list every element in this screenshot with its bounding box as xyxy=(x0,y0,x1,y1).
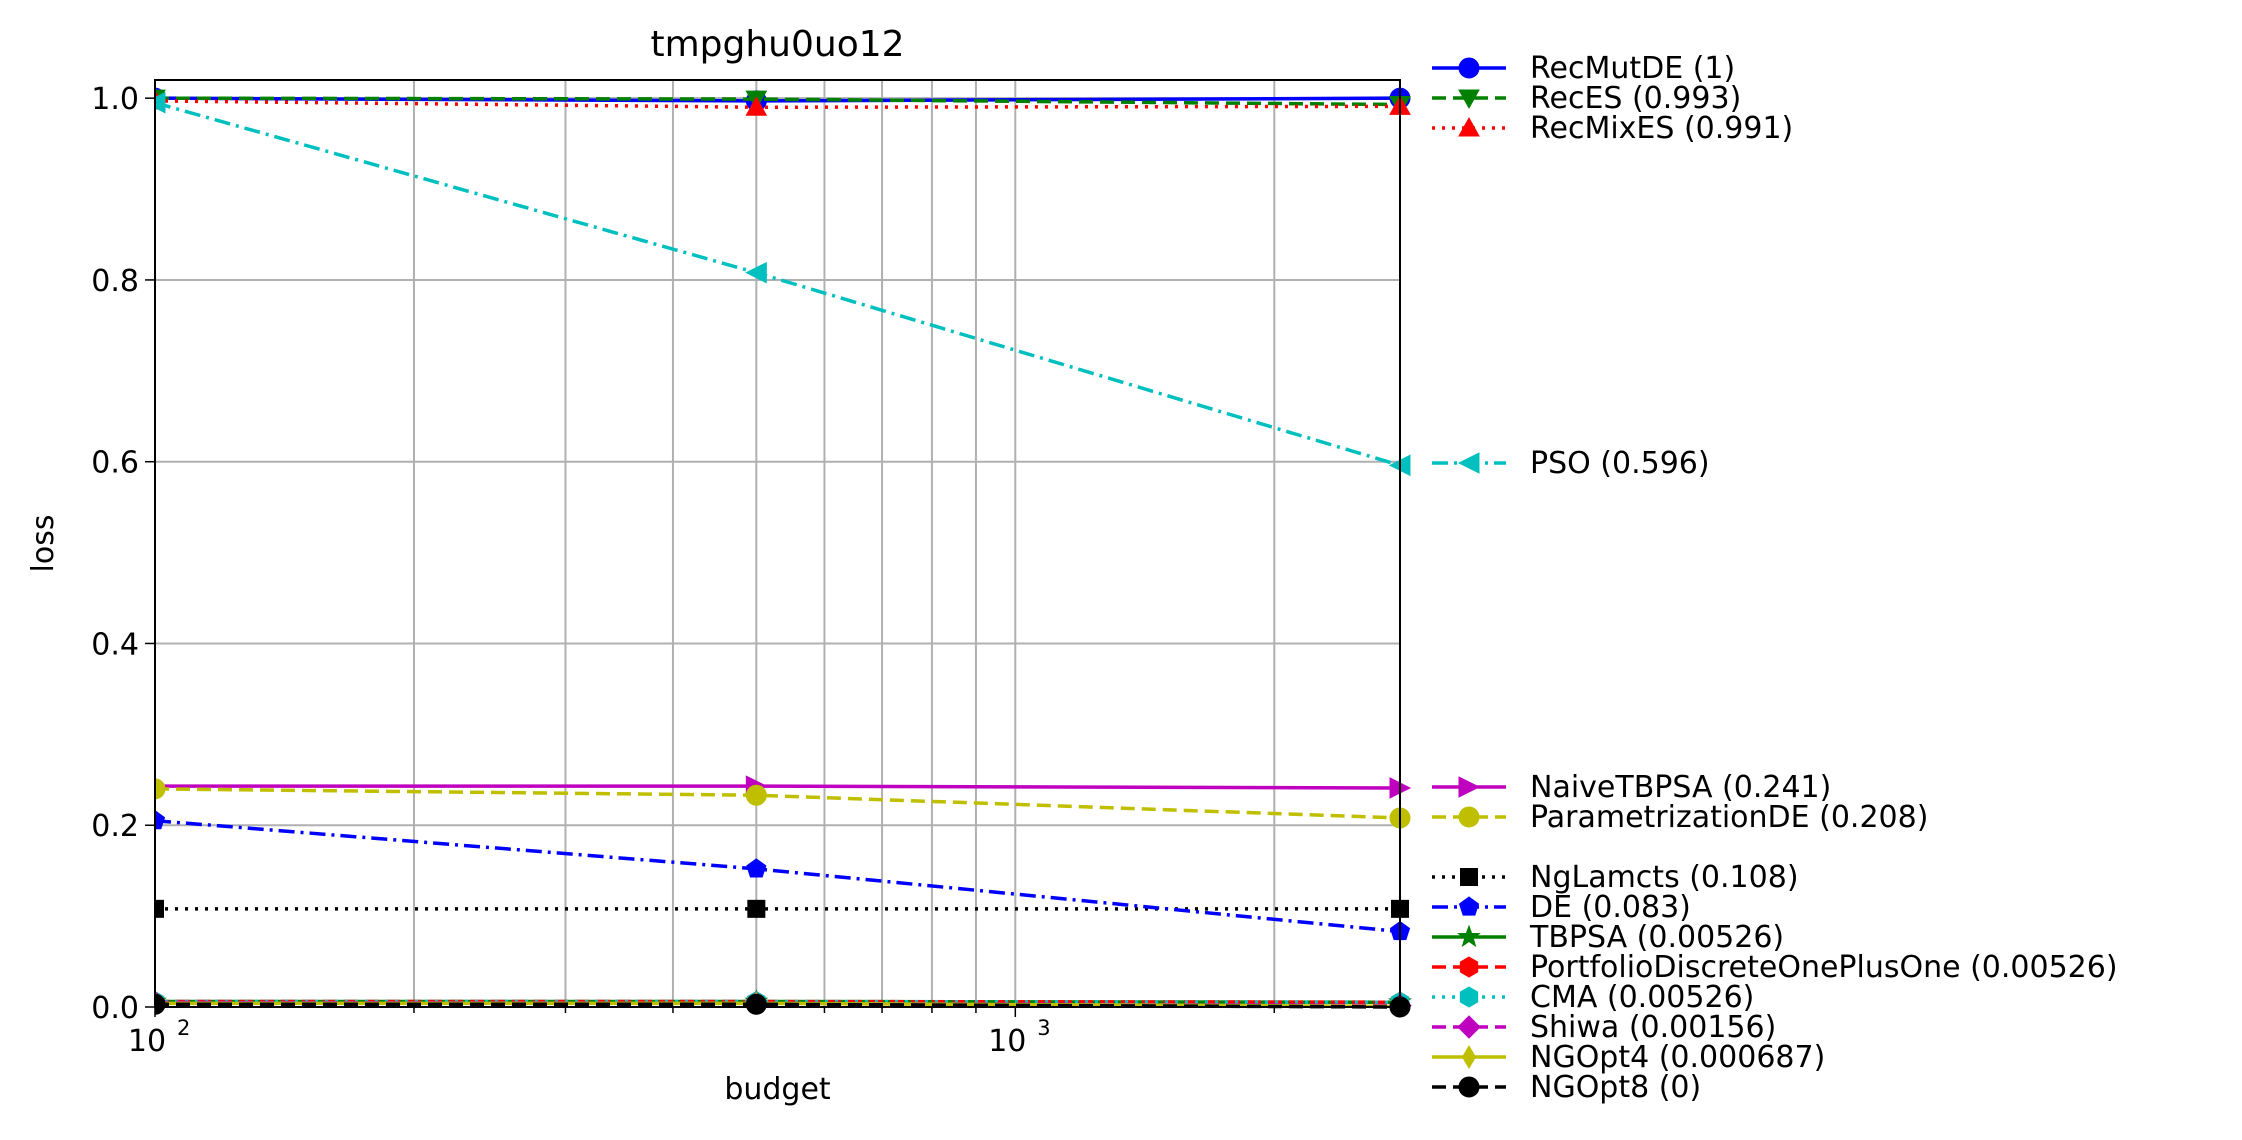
data-point xyxy=(1458,116,1480,137)
data-point xyxy=(1459,956,1479,978)
grid xyxy=(154,80,1400,1008)
plot-frame xyxy=(154,79,1401,1008)
legend-item-3: PSO (0.596) xyxy=(1432,446,1710,481)
legend-label: RecES (0.993) xyxy=(1530,81,1741,116)
legend-item-9: PortfolioDiscreteOnePlusOne (0.00526) xyxy=(1432,950,2118,985)
data-point xyxy=(155,899,164,918)
x-tick-label: 10 xyxy=(988,1024,1026,1059)
y-tick-label: 0.4 xyxy=(91,627,139,662)
series-6 xyxy=(155,899,1409,918)
legend-item-5: ParametrizationDE (0.208) xyxy=(1432,800,1928,835)
legend-item-13: NGOpt8 (0) xyxy=(1432,1070,1701,1105)
y-tick-label: 1.0 xyxy=(91,82,139,117)
data-point xyxy=(1458,1076,1480,1098)
data-point xyxy=(1458,896,1480,916)
x-tick-label: 10 xyxy=(128,1024,166,1059)
legend-item-10: CMA (0.00526) xyxy=(1432,980,1754,1015)
legend-item-7: DE (0.083) xyxy=(1432,890,1691,925)
data-point xyxy=(745,784,767,806)
legend-label: NGOpt8 (0) xyxy=(1530,1070,1701,1105)
data-point xyxy=(1458,776,1481,798)
data-point xyxy=(155,993,166,1015)
y-tick-label: 0.6 xyxy=(91,446,139,481)
legend-item-12: NGOpt4 (0.000687) xyxy=(1432,1040,1825,1075)
data-point xyxy=(1458,57,1480,79)
y-tick-label: 0.8 xyxy=(91,264,139,299)
legend-label: NGOpt4 (0.000687) xyxy=(1530,1040,1825,1075)
legend-label: RecMixES (0.991) xyxy=(1530,111,1793,146)
data-point xyxy=(745,993,767,1015)
data-point xyxy=(747,899,766,918)
data-point xyxy=(1459,986,1479,1008)
x-tick-exponent: 3 xyxy=(1037,1016,1050,1040)
legend-item-0: RecMutDE (1) xyxy=(1432,51,1735,86)
legend-label: Shiwa (0.00156) xyxy=(1530,1010,1776,1045)
legend-item-4: NaiveTBPSA (0.241) xyxy=(1432,770,1831,805)
legend-label: PSO (0.596) xyxy=(1530,446,1710,481)
data-point xyxy=(155,778,166,800)
y-tick-label: 0.0 xyxy=(91,991,139,1026)
data-point xyxy=(1460,868,1478,886)
legend-label: DE (0.083) xyxy=(1530,890,1691,925)
legend-label: CMA (0.00526) xyxy=(1530,980,1754,1015)
series-3 xyxy=(155,91,1411,477)
y-tick-label: 0.2 xyxy=(91,809,139,844)
data-point xyxy=(1457,452,1480,474)
legend-item-8: TBPSA (0.00526) xyxy=(1432,920,1784,955)
legend-label: TBPSA (0.00526) xyxy=(1529,920,1784,955)
legend-label: NaiveTBPSA (0.241) xyxy=(1530,770,1831,805)
data-point xyxy=(1461,1045,1477,1069)
legend-item-6: NgLamcts (0.108) xyxy=(1432,860,1799,895)
data-point xyxy=(746,858,767,878)
x-tick-exponent: 2 xyxy=(177,1016,190,1040)
legend: RecMutDE (1)RecES (0.993)RecMixES (0.991… xyxy=(1432,51,2118,1105)
legend-item-11: Shiwa (0.00156) xyxy=(1432,1010,1776,1045)
legend-label: NgLamcts (0.108) xyxy=(1530,860,1799,895)
data-point xyxy=(1458,89,1480,110)
legend-label: RecMutDE (1) xyxy=(1530,51,1735,86)
legend-label: PortfolioDiscreteOnePlusOne (0.00526) xyxy=(1530,950,2118,985)
axis-ticks: 0.0 0.2 0.4 0.6 0.8 1.0 10 2 10 3 xyxy=(91,82,1276,1059)
legend-item-1: RecES (0.993) xyxy=(1432,81,1741,116)
data-point xyxy=(1457,924,1481,948)
data-point xyxy=(745,96,768,116)
chart-title: tmpghu0uo12 xyxy=(650,24,904,65)
series-line xyxy=(155,784,1401,790)
data-point xyxy=(1458,806,1480,828)
data-point xyxy=(745,261,767,284)
x-axis-label: budget xyxy=(724,1072,831,1107)
legend-item-2: RecMixES (0.991) xyxy=(1432,111,1793,146)
data-point xyxy=(1457,1015,1481,1039)
data-point xyxy=(155,91,166,114)
series-7 xyxy=(155,810,1411,941)
data-point xyxy=(155,810,166,830)
y-axis-label: loss xyxy=(26,515,61,573)
legend-label: ParametrizationDE (0.208) xyxy=(1530,800,1928,835)
